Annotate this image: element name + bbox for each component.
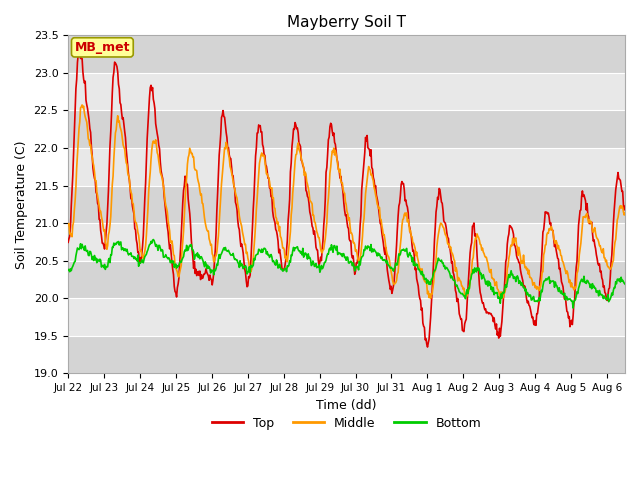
Text: MB_met: MB_met <box>75 41 130 54</box>
Bar <box>68 110 625 148</box>
Bar <box>68 36 625 73</box>
X-axis label: Time (dd): Time (dd) <box>316 398 377 412</box>
Legend: Top, Middle, Bottom: Top, Middle, Bottom <box>207 412 486 435</box>
Bar <box>68 223 625 261</box>
Bar <box>68 73 625 110</box>
Bar <box>68 261 625 298</box>
Bar <box>68 148 625 186</box>
Title: Mayberry Soil T: Mayberry Soil T <box>287 15 406 30</box>
Bar <box>68 186 625 223</box>
Bar <box>68 298 625 336</box>
Y-axis label: Soil Temperature (C): Soil Temperature (C) <box>15 140 28 269</box>
Bar <box>68 336 625 373</box>
